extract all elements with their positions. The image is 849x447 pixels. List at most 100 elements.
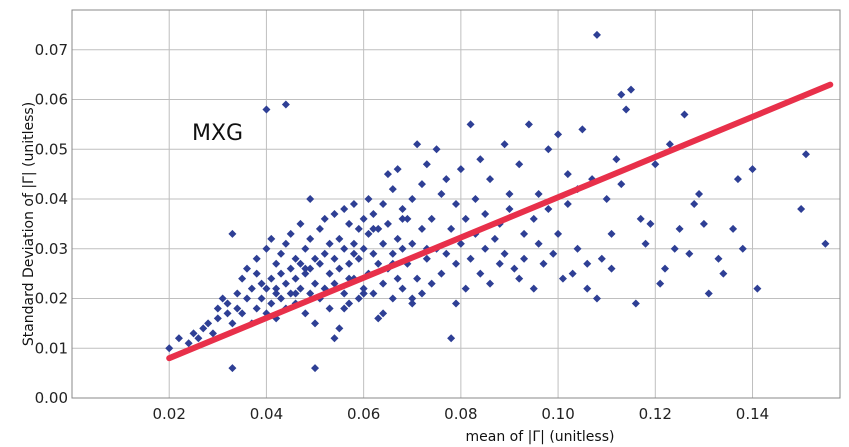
data-point — [661, 264, 670, 273]
data-point — [733, 175, 742, 184]
data-point — [301, 309, 310, 318]
data-point — [272, 259, 281, 268]
data-point — [335, 324, 344, 333]
data-point — [272, 284, 281, 293]
data-point — [452, 259, 460, 268]
data-point — [369, 209, 378, 218]
data-point — [486, 279, 495, 288]
data-point — [301, 269, 310, 278]
data-point — [281, 100, 290, 109]
data-point — [320, 214, 329, 223]
data-point — [563, 200, 572, 208]
data-point — [437, 190, 446, 199]
x-axis-title: mean of |Γ| (unitless) — [466, 429, 615, 445]
data-point — [714, 254, 723, 263]
data-point — [262, 244, 271, 253]
data-point — [340, 289, 349, 298]
data-point — [481, 209, 490, 218]
data-point — [573, 244, 582, 253]
data-point — [641, 239, 650, 248]
data-point — [281, 239, 290, 248]
plot-frame — [71, 9, 841, 399]
grid-lines — [72, 10, 840, 399]
data-point — [690, 200, 699, 208]
data-point — [748, 165, 757, 174]
data-point — [510, 264, 519, 273]
data-point — [383, 219, 392, 228]
data-point — [345, 299, 354, 308]
data-point — [388, 294, 397, 303]
data-point — [524, 120, 533, 129]
data-point — [665, 140, 674, 149]
data-point — [286, 289, 295, 298]
data-point — [471, 195, 480, 204]
data-point — [539, 259, 548, 268]
data-point — [481, 244, 490, 253]
x-tick-label: 0.14 — [736, 405, 769, 423]
data-point — [699, 219, 708, 228]
data-point — [417, 224, 426, 233]
y-tick-label: 0.06 — [35, 91, 68, 109]
data-point — [797, 204, 806, 213]
data-point — [223, 309, 232, 318]
data-point — [242, 264, 251, 273]
data-point — [301, 244, 310, 253]
data-point — [345, 219, 354, 228]
data-point — [592, 294, 601, 303]
data-point — [592, 30, 601, 39]
data-point — [612, 155, 621, 164]
data-point — [408, 299, 417, 308]
data-point — [408, 195, 417, 204]
data-point — [354, 224, 363, 233]
data-point — [311, 364, 320, 373]
data-point — [388, 185, 397, 194]
data-point — [359, 244, 368, 253]
data-point — [461, 214, 470, 223]
data-point — [617, 90, 626, 99]
data-point — [554, 130, 563, 139]
data-point — [228, 229, 237, 238]
trend-line — [166, 81, 834, 362]
data-point — [291, 289, 300, 298]
data-point — [242, 294, 251, 303]
data-point — [291, 274, 300, 283]
data-point — [393, 165, 402, 174]
data-point — [228, 364, 237, 373]
data-point — [354, 294, 363, 303]
data-point — [252, 269, 261, 278]
data-point — [359, 289, 368, 298]
data-point — [349, 249, 358, 258]
data-point — [490, 234, 499, 243]
data-point — [529, 284, 538, 293]
data-point — [563, 170, 572, 179]
data-point — [286, 229, 295, 238]
data-point — [354, 254, 363, 263]
y-axis-title: Standard Deviation of |Γ| (unitless) — [21, 102, 37, 346]
data-point — [476, 269, 485, 278]
data-point — [607, 229, 616, 238]
data-point — [505, 204, 514, 213]
data-point — [515, 274, 524, 283]
data-point — [189, 329, 198, 338]
data-point — [529, 214, 538, 223]
data-point — [208, 329, 217, 338]
data-point — [719, 269, 728, 278]
data-point — [413, 140, 422, 149]
data-point — [345, 259, 354, 268]
data-point — [617, 180, 626, 189]
data-point — [213, 304, 222, 313]
data-point — [447, 224, 456, 233]
data-point — [165, 344, 174, 353]
data-point — [626, 85, 635, 94]
data-point — [417, 289, 426, 298]
data-point — [549, 249, 558, 258]
data-point — [228, 319, 237, 328]
data-point — [398, 214, 407, 223]
data-point — [262, 284, 271, 293]
data-point — [325, 269, 334, 278]
data-point — [349, 200, 358, 208]
data-point — [466, 254, 475, 263]
data-point — [695, 190, 704, 199]
data-point — [272, 289, 281, 298]
